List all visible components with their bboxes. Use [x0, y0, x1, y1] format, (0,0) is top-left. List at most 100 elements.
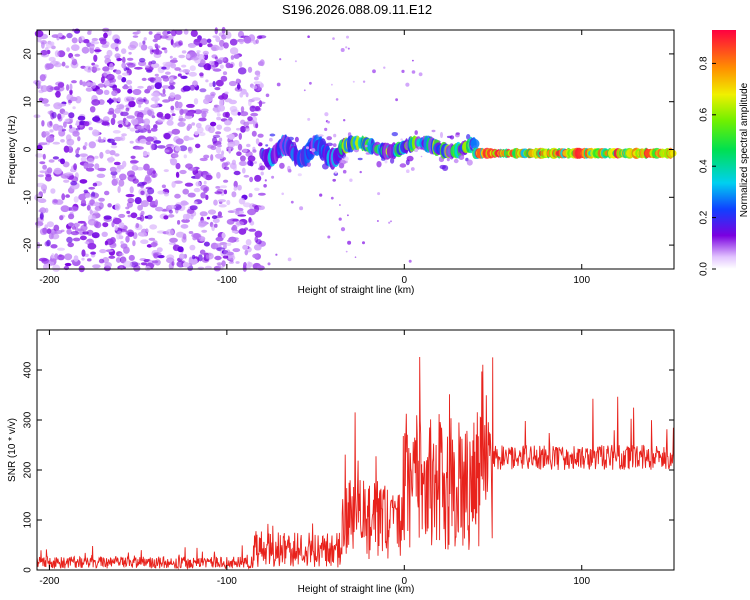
noise-blob: [176, 260, 185, 268]
sideband-blob: [291, 141, 296, 146]
noise-blob: [120, 135, 126, 142]
noise-blob: [161, 66, 167, 70]
noise-blob: [217, 263, 222, 270]
noise-blob: [38, 142, 48, 146]
stray-point: [311, 148, 316, 153]
noise-blob: [233, 186, 238, 191]
noise-blob: [63, 145, 70, 153]
noise-blob: [171, 261, 175, 266]
noise-blob: [162, 76, 170, 82]
noise-blob: [105, 149, 111, 154]
noise-blob: [157, 145, 166, 149]
noise-blob: [103, 80, 110, 86]
noise-blob: [103, 89, 110, 95]
noise-blob: [216, 116, 222, 121]
noise-blob: [54, 253, 59, 261]
noise-blob: [114, 53, 121, 59]
noise-blob: [246, 143, 251, 148]
noise-blob: [175, 171, 180, 178]
noise-blob: [130, 118, 139, 125]
noise-blob: [228, 260, 235, 264]
noise-blob: [77, 115, 86, 121]
noise-blob: [150, 171, 158, 178]
noise-blob: [121, 72, 130, 76]
noise-blob: [205, 194, 209, 200]
noise-blob: [146, 214, 153, 220]
noise-blob: [134, 197, 142, 205]
stray-point: [347, 214, 349, 217]
noise-blob: [79, 79, 83, 86]
noise-blob: [253, 244, 262, 251]
noise-blob: [175, 29, 183, 35]
sideband-blob: [279, 162, 285, 169]
noise-blob: [71, 44, 80, 51]
noise-blob: [168, 214, 175, 218]
noise-blob: [198, 117, 207, 122]
sideband-blob: [446, 157, 450, 162]
noise-blob: [89, 199, 95, 206]
noise-blob: [163, 215, 169, 220]
noise-blob: [150, 127, 158, 132]
noise-blob: [178, 40, 183, 46]
noise-blob: [127, 197, 135, 204]
stray-point: [411, 70, 416, 74]
noise-blob: [156, 111, 164, 118]
noise-blob: [85, 80, 91, 87]
noise-blob: [107, 203, 112, 208]
noise-blob: [170, 29, 177, 37]
noise-blob: [39, 74, 46, 82]
noise-blob: [211, 224, 215, 232]
noise-blob: [130, 155, 136, 159]
sideband-blob: [455, 132, 460, 135]
noise-blob: [139, 57, 146, 63]
noise-blob: [147, 187, 155, 195]
noise-blob: [140, 210, 145, 216]
noise-blob: [126, 79, 133, 85]
stray-point: [347, 47, 350, 50]
noise-blob: [132, 240, 136, 247]
noise-blob: [57, 247, 65, 251]
noise-blob: [170, 158, 178, 166]
stray-point: [342, 169, 347, 174]
noise-blob: [98, 258, 105, 264]
noise-blob: [256, 73, 261, 78]
noise-blob: [129, 41, 139, 49]
noise-blob: [108, 107, 115, 114]
noise-blob: [237, 82, 241, 91]
noise-blob: [110, 145, 118, 149]
noise-blob: [46, 85, 54, 93]
noise-blob: [193, 187, 201, 193]
noise-blob: [38, 257, 48, 262]
spectrogram-x-tick-label: -100: [217, 275, 237, 286]
noise-blob: [127, 62, 136, 68]
noise-blob: [54, 50, 60, 58]
noise-blob: [99, 151, 104, 159]
noise-blob: [152, 252, 162, 256]
noise-blob: [194, 39, 201, 43]
stray-point: [271, 175, 275, 179]
stray-point: [388, 221, 391, 224]
noise-blob: [102, 116, 110, 123]
sideband-blob: [317, 134, 324, 138]
noise-blob: [141, 77, 147, 81]
noise-blob: [83, 39, 90, 44]
noise-blob: [166, 120, 174, 126]
noise-blob: [147, 85, 152, 91]
noise-blob: [75, 223, 81, 227]
noise-blob: [52, 156, 60, 160]
stray-point: [324, 127, 328, 131]
sideband-blob: [332, 178, 337, 182]
noise-blob: [202, 50, 209, 56]
noise-blob: [161, 184, 166, 189]
noise-blob: [93, 54, 98, 62]
sideband-blob: [339, 159, 347, 165]
noise-blob: [223, 249, 228, 257]
noise-blob: [60, 205, 70, 213]
stray-point: [406, 169, 410, 173]
stray-point: [418, 72, 423, 77]
noise-blob: [219, 185, 228, 189]
noise-blob: [75, 153, 80, 158]
noise-blob: [45, 41, 53, 49]
noise-blob: [108, 255, 116, 259]
noise-blob: [132, 35, 139, 38]
